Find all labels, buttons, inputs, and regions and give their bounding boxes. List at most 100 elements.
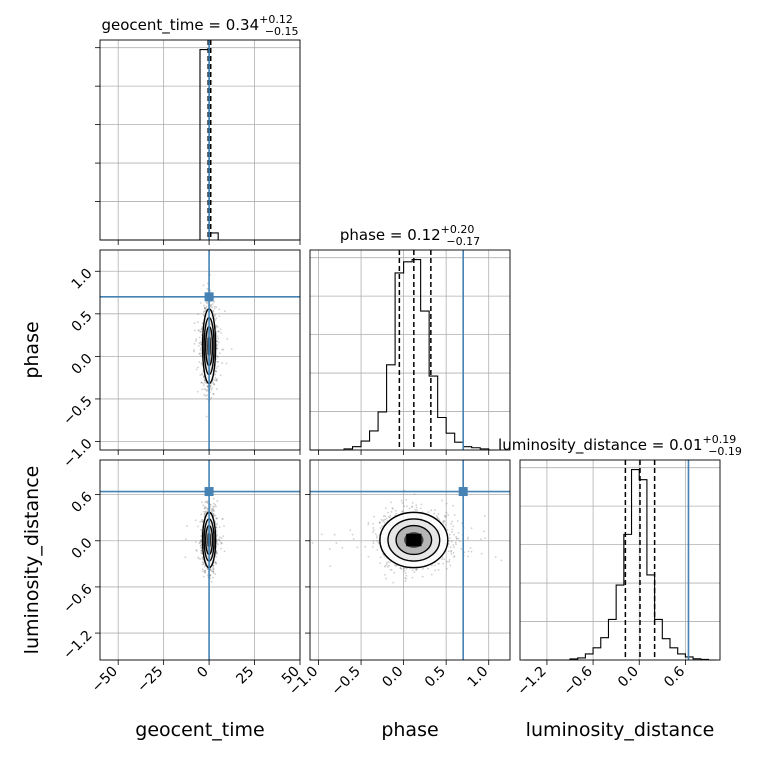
sample-point [430, 509, 433, 512]
title-minus: −0.19 [708, 445, 742, 458]
sample-point [210, 303, 213, 306]
sample-point [401, 510, 404, 513]
x-tick-label: −25 [134, 664, 166, 696]
sample-point [387, 561, 390, 563]
sample-point [448, 540, 450, 543]
sample-point [455, 537, 458, 540]
sample-point [203, 513, 206, 515]
sample-point [213, 301, 215, 303]
sample-point [197, 329, 200, 332]
sample-point [444, 516, 447, 519]
sample-point [374, 533, 377, 535]
sample-point [206, 508, 209, 511]
sample-point [205, 415, 208, 418]
sample-point [215, 542, 218, 545]
hist-panel-luminosity_distance: luminosity_distance = 0.01+0.19 −0.19 [498, 433, 742, 661]
sample-point [480, 538, 482, 541]
sample-point [204, 381, 206, 384]
sample-point [427, 567, 429, 570]
y-axis-label-luminosity_distance: luminosity_distance [21, 466, 43, 655]
sample-point [216, 539, 218, 541]
sample-point [199, 540, 202, 543]
sample-point [203, 507, 206, 509]
sample-point [215, 325, 217, 328]
sample-point [204, 512, 207, 514]
sample-point [209, 289, 212, 292]
sample-point [456, 520, 459, 522]
sample-point [205, 305, 208, 308]
sample-point [335, 542, 338, 544]
sample-point [225, 362, 228, 365]
sample-point [219, 374, 222, 377]
sample-point [206, 502, 209, 504]
hist-panel-phase: phase = 0.12+0.20 −0.17 [309, 223, 511, 451]
sample-point [414, 508, 417, 511]
sample-point [200, 330, 203, 333]
sample-point [200, 549, 203, 552]
sample-point [443, 520, 446, 523]
sample-point [200, 549, 203, 552]
sample-point [209, 503, 212, 506]
sample-point [213, 307, 216, 310]
sample-point [411, 569, 414, 572]
sample-point [415, 568, 418, 571]
sample-point [195, 549, 198, 551]
sample-point [434, 569, 437, 572]
sample-point [356, 546, 359, 549]
sample-point [438, 518, 440, 521]
sample-point [399, 567, 402, 570]
x-tick-label: −0.6 [561, 663, 596, 698]
sample-point [211, 509, 214, 512]
sample-point [416, 509, 418, 511]
sample-point [433, 512, 436, 515]
sample-point [444, 523, 447, 526]
sample-point [377, 541, 380, 544]
sample-point [209, 574, 212, 577]
sample-point [453, 514, 456, 516]
sample-point [449, 546, 452, 549]
sample-point [215, 505, 217, 508]
sample-point [184, 556, 187, 559]
sample-point [222, 535, 225, 538]
sample-point [373, 529, 375, 532]
sample-point [209, 569, 212, 572]
sample-point [384, 515, 387, 517]
sample-point [379, 562, 382, 565]
sample-point [205, 390, 208, 392]
sample-point [404, 580, 407, 583]
sample-point [198, 336, 201, 339]
sample-point [199, 544, 202, 547]
sample-point [205, 510, 208, 513]
sample-point [372, 531, 374, 534]
sample-point [215, 370, 217, 373]
sample-point [390, 510, 393, 513]
sample-point [214, 376, 217, 379]
sample-point [213, 314, 216, 316]
sample-point [206, 389, 209, 391]
sample-point [467, 536, 470, 539]
sample-point [434, 564, 436, 567]
sample-point [395, 565, 397, 567]
sample-point [215, 517, 218, 520]
x-tick-label: −50 [89, 664, 121, 696]
sample-point [453, 546, 455, 549]
scatter-points [310, 460, 510, 660]
sample-point [214, 369, 217, 372]
sample-point [204, 570, 207, 572]
sample-point [203, 571, 206, 574]
sample-point [215, 370, 217, 373]
y-tick-label: 1.0 [69, 266, 96, 293]
sample-point [220, 332, 223, 334]
sample-point [193, 350, 195, 353]
sample-point [215, 347, 218, 350]
sample-point [216, 347, 219, 350]
sample-point [202, 570, 204, 573]
sample-point [385, 561, 388, 564]
y-tick-label: −1.0 [60, 436, 95, 471]
sample-point [215, 549, 218, 552]
sample-point [209, 384, 212, 387]
sample-point [196, 390, 199, 393]
sample-point [212, 572, 215, 574]
sample-point [204, 510, 207, 513]
sample-point [441, 556, 444, 559]
